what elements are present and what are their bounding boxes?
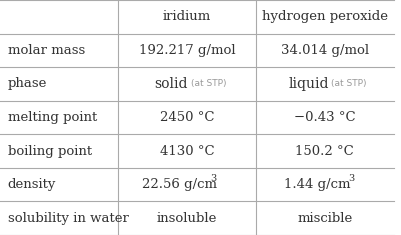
Text: 2450 °C: 2450 °C xyxy=(159,111,214,124)
Text: phase: phase xyxy=(8,77,47,90)
Text: 192.217 g/mol: 192.217 g/mol xyxy=(138,44,235,57)
Text: solubility in water: solubility in water xyxy=(8,212,128,225)
Text: density: density xyxy=(8,178,56,191)
Text: 1.44 g/cm: 1.44 g/cm xyxy=(284,178,350,191)
Text: boiling point: boiling point xyxy=(8,145,92,158)
Text: 4130 °C: 4130 °C xyxy=(159,145,214,158)
Text: liquid: liquid xyxy=(288,77,328,91)
Text: −0.43 °C: −0.43 °C xyxy=(293,111,354,124)
Text: 34.014 g/mol: 34.014 g/mol xyxy=(280,44,368,57)
Text: melting point: melting point xyxy=(8,111,97,124)
Text: 3: 3 xyxy=(210,174,216,183)
Text: solid: solid xyxy=(154,77,187,91)
Text: molar mass: molar mass xyxy=(8,44,85,57)
Text: insoluble: insoluble xyxy=(156,212,217,225)
Text: (at STP): (at STP) xyxy=(330,79,365,88)
Text: 22.56 g/cm: 22.56 g/cm xyxy=(142,178,217,191)
Text: 3: 3 xyxy=(347,174,354,183)
Text: iridium: iridium xyxy=(162,10,211,23)
Text: miscible: miscible xyxy=(296,212,351,225)
Text: hydrogen peroxide: hydrogen peroxide xyxy=(261,10,387,23)
Text: (at STP): (at STP) xyxy=(190,79,226,88)
Text: 150.2 °C: 150.2 °C xyxy=(295,145,353,158)
